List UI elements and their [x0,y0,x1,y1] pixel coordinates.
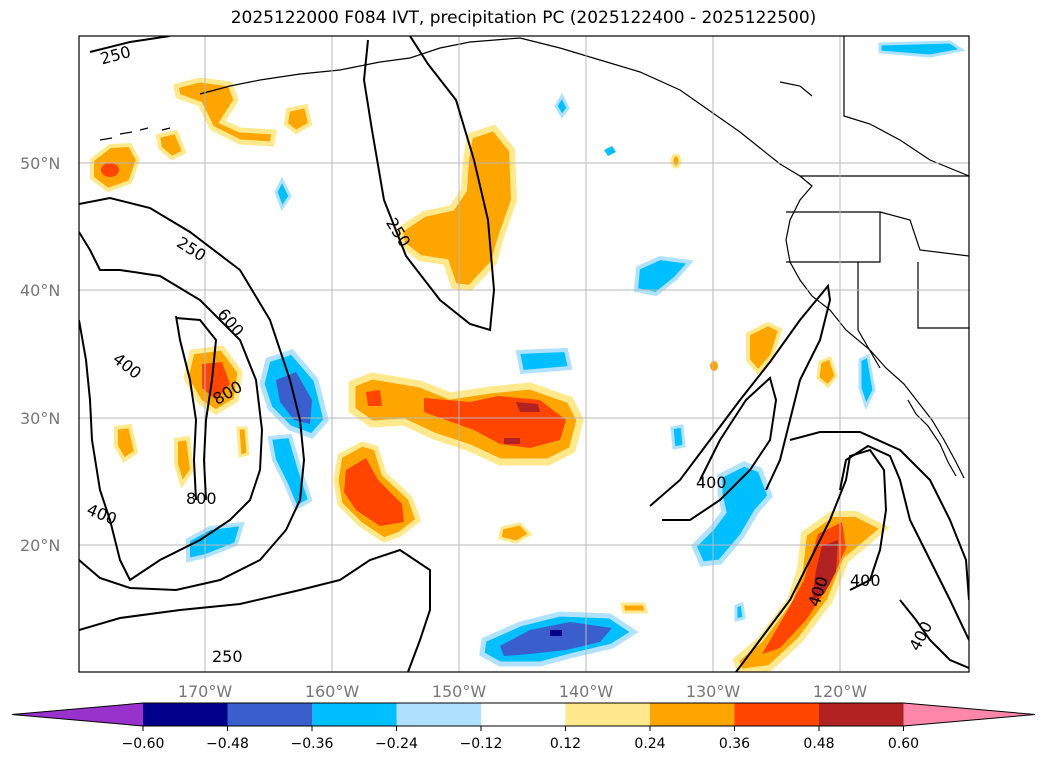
colorbar-tick-label: 0.12 [550,736,581,752]
lat-label: 20°N [20,536,60,555]
contour-label: 250 [212,647,243,666]
coastlines [99,36,969,479]
colorbar-bin [312,703,397,726]
lon-label: 160°W [305,682,360,701]
lat-label: 40°N [20,281,60,300]
colorbar-bin [396,703,482,726]
colorbar: −0.60 −0.48 −0.36 −0.24 −0.12 0.12 0.24 0.36 0.4… [11,702,1036,752]
map-frame [78,35,970,673]
colorbar-tick-label: 0.48 [803,736,834,752]
colorbar-bin [227,703,313,726]
colorbar-bin [650,703,735,726]
map-title: 2025122000 F084 IVT, precipitation PC (2… [230,8,817,28]
lon-label: 170°W [178,682,233,701]
colorbar-tick-label: 0.60 [888,736,919,752]
lon-labels: 170°W 160°W 150°W 140°W 130°W 120°W [178,682,868,701]
colorbar-tick-label: 0.36 [719,736,750,752]
colorbar-tick-label: −0.48 [206,736,249,752]
ivt-contours [79,36,969,672]
colorbar-tick-label: −0.60 [122,736,165,752]
precipitation-shading [90,40,966,672]
colorbar-tick-label: −0.12 [460,736,503,752]
colorbar-bin [819,703,904,726]
graticule [79,36,969,672]
lat-label: 50°N [20,154,60,173]
contour-label: 400 [696,473,727,492]
colorbar-bin [481,703,566,726]
lon-label: 140°W [559,682,614,701]
contour-label: 800 [186,489,217,508]
colorbar-bin [143,703,228,726]
contour-label: 400 [850,571,881,590]
colorbar-extend-low [12,703,143,726]
colorbar-tick-label: 0.24 [634,736,665,752]
lat-labels: 50°N 40°N 30°N 20°N [20,154,60,555]
lat-label: 30°N [20,409,60,428]
colorbar-tick-label: −0.24 [375,736,418,752]
colorbar-extend-high [903,703,1035,726]
colorbar-bin [565,703,651,726]
colorbar-tick-label: −0.36 [291,736,334,752]
lon-label: 130°W [686,682,741,701]
colorbar-bin [734,703,820,726]
lon-label: 150°W [432,682,487,701]
lon-label: 120°W [813,682,868,701]
